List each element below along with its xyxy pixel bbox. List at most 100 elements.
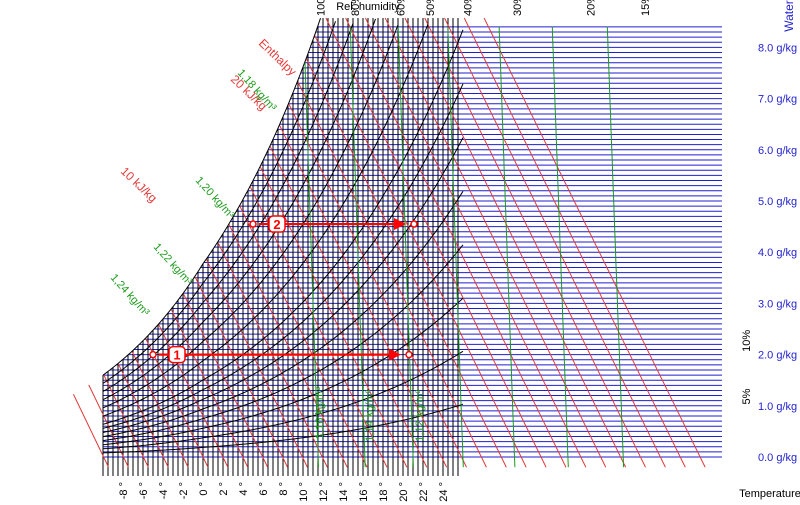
density-line <box>349 26 366 468</box>
enthalpy-line <box>182 292 269 468</box>
rel-humidity-label: 80% <box>350 0 362 16</box>
rel-humidity-label: 30% <box>512 0 524 16</box>
x-tick-label: 8 ° <box>278 482 290 496</box>
rel-humidity-label: 40% <box>463 0 475 16</box>
y-tick-label: 2.0 g/kg <box>758 350 797 362</box>
enthalpy-line <box>444 17 666 468</box>
enthalpy-line <box>463 17 686 468</box>
enthalpy-line <box>239 205 368 468</box>
chart-title: Rel. humidity <box>336 1 400 13</box>
process-arrows: 12 <box>149 215 418 364</box>
x-tick-label: -2 ° <box>178 482 190 499</box>
rel-humidity-curve <box>102 23 429 417</box>
rel-humidity-curve <box>102 191 464 438</box>
enthalpy-line <box>72 394 109 468</box>
y-tick-label: 7.0 g/kg <box>758 94 797 106</box>
process-end-point <box>410 220 418 228</box>
rel-humidity-curve <box>102 21 336 384</box>
process-badge <box>268 215 286 233</box>
x-tick-label: 16 ° <box>358 482 370 502</box>
process-arrowhead <box>389 348 401 361</box>
enthalpy-line <box>131 351 189 468</box>
density-label: 1,12 kg/m³ <box>414 389 426 441</box>
y-tick-label: 3.0 g/kg <box>758 298 797 310</box>
x-tick-label: 20 ° <box>398 482 410 502</box>
density-line <box>447 26 464 468</box>
rel-humidity-curve <box>102 23 354 392</box>
rel-humidity-curve <box>102 244 464 442</box>
enthalpy-line <box>364 17 587 468</box>
y-tick-label: 1.0 g/kg <box>758 401 797 413</box>
x-tick-label: 22 ° <box>418 482 430 502</box>
enthalpy-line <box>103 374 149 468</box>
density-line <box>606 26 625 468</box>
enthalpy-line <box>205 258 308 468</box>
enthalpy-line <box>424 17 646 468</box>
rel-humidity-curve <box>102 24 399 409</box>
x-tick-label: 10 ° <box>298 482 310 502</box>
x-axis-label: Temperature <box>739 488 800 500</box>
rel-humidity-curves <box>102 18 464 454</box>
process-label: 2 <box>273 217 280 232</box>
density-label: 1,22 kg/m³ <box>151 241 195 288</box>
enthalpy-label: 10 kJ/kg <box>118 164 160 205</box>
y-axis-label: Water <box>782 0 796 32</box>
y-tick-labels: 0.0 g/kg 1.0 g/kg 2.0 g/kg 3.0 g/kg 4.0 g/kg… <box>758 42 797 464</box>
x-tick-label: -8 ° <box>118 482 130 499</box>
density-line <box>397 26 414 468</box>
enthalpy-line <box>88 384 129 468</box>
x-tick-label: 14 ° <box>338 482 350 502</box>
rel-humidity-labels: 100% 80% 60% 50% 40% 30% 20% 15% 10% 5% <box>316 0 753 405</box>
process-badge <box>168 345 186 364</box>
y-tick-label: 0.0 g/kg <box>758 452 797 464</box>
density-label: 1,16 kg/m³ <box>314 387 326 439</box>
x-tick-label: 0 ° <box>198 482 210 496</box>
enthalpy-line <box>278 124 448 468</box>
rel-humidity-curve <box>102 403 464 454</box>
enthalpy-line <box>269 145 428 468</box>
density-label: 1,14 kg/m³ <box>364 389 376 441</box>
rel-humidity-label: 100% <box>316 0 328 16</box>
rel-humidity-label: 10% <box>741 330 753 352</box>
y-tick-label: 6.0 g/kg <box>758 145 797 157</box>
x-tick-label: 2 ° <box>218 482 230 496</box>
x-tick-label: -6 ° <box>138 482 150 499</box>
process-label: 1 <box>173 348 180 363</box>
x-tick-labels: -8 ° -6 ° -4 ° -2 ° 0 ° 2 ° 4 ° 6 ° 8 ° 10 ° 12 ° 1… <box>118 482 450 502</box>
rel-humidity-curve <box>102 297 464 446</box>
enthalpy-line <box>194 276 288 468</box>
process-arrowhead <box>394 218 406 231</box>
enthalpy-line <box>170 308 249 468</box>
process-start-point <box>149 350 157 359</box>
x-tick-label: 6 ° <box>258 482 270 496</box>
enthalpy-line <box>483 17 706 468</box>
process-start-point <box>249 220 257 228</box>
density-label: 1,24 kg/m³ <box>108 272 152 319</box>
density-line <box>304 62 319 468</box>
x-tick-label: 18 ° <box>378 482 390 502</box>
y-tick-label: 8.0 g/kg <box>758 42 797 54</box>
enthalpy-line <box>404 17 627 468</box>
rel-humidity-label: 5% <box>741 388 753 404</box>
enthalpy-line <box>297 80 487 468</box>
x-tick-label: -4 ° <box>158 482 170 499</box>
enthalpy-line <box>288 103 467 468</box>
rel-humidity-curve <box>102 350 464 450</box>
rel-humidity-label: 60% <box>395 0 407 16</box>
rel-humidity-label: 50% <box>425 0 437 16</box>
rel-humidity-curve <box>102 18 321 376</box>
x-tick-label: 4 ° <box>238 482 250 496</box>
y-tick-label: 4.0 g/kg <box>758 247 797 259</box>
density-label: 1,20 kg/m³ <box>193 175 237 222</box>
rel-humidity-curve <box>102 83 464 429</box>
enthalpy-label: Enthalpy <box>256 36 299 79</box>
enthalpy-line <box>325 17 547 468</box>
x-tick-label: 12 ° <box>318 482 330 502</box>
rel-humidity-label: 15% <box>640 0 652 16</box>
density-lines <box>304 26 625 468</box>
rel-humidity-curve <box>102 18 376 401</box>
process-end-point <box>405 350 413 359</box>
enthalpy-line <box>249 186 388 468</box>
